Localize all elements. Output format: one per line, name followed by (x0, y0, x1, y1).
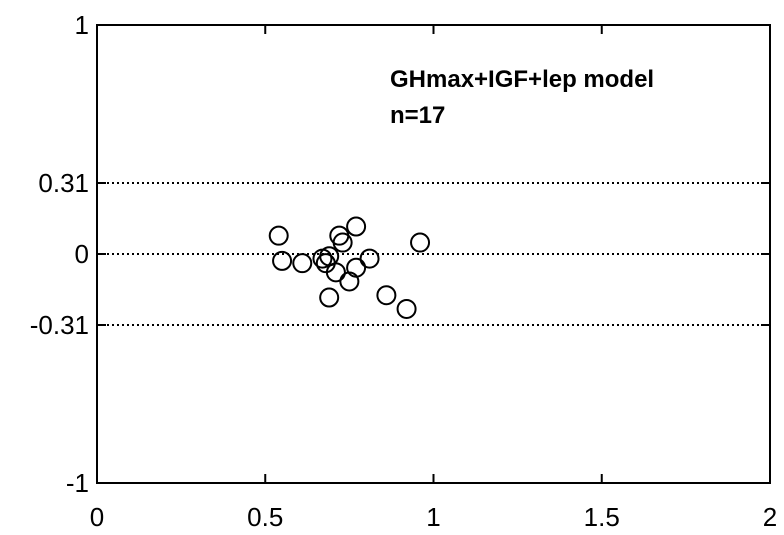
data-point-6 (319, 287, 340, 308)
model-annotation: GHmax+IGF+lep model (390, 66, 654, 93)
x-tick-label: 2 (763, 502, 777, 532)
reference-lines (97, 182, 770, 326)
data-point-1 (272, 250, 293, 271)
data-point-9 (332, 232, 353, 253)
data-point-2 (292, 253, 313, 274)
data-points (268, 216, 431, 319)
tick-marks (96, 24, 771, 484)
data-point-0 (268, 225, 289, 246)
x-tick-label: 1 (426, 502, 440, 532)
x-tick-label: 1.5 (584, 502, 620, 532)
data-point-12 (346, 216, 367, 237)
data-point-7 (325, 262, 346, 283)
sample-size-annotation: n=17 (390, 102, 445, 129)
data-point-10 (339, 271, 360, 292)
data-point-11 (346, 257, 367, 278)
y-tick-label: -0.31 (30, 310, 89, 340)
y-tick-label: 1 (75, 10, 89, 40)
x-tick-label: 0.5 (247, 502, 283, 532)
data-point-13 (359, 248, 380, 269)
y-tick-label: -1 (66, 468, 89, 498)
x-axis-tick-labels: 0 0.5 1 1.5 2 (90, 502, 777, 532)
y-tick-label: 0 (75, 239, 89, 269)
data-point-14 (376, 285, 397, 306)
data-point-15 (396, 298, 417, 319)
y-tick-label: 0.31 (38, 168, 89, 198)
data-point-16 (410, 232, 431, 253)
y-axis-tick-labels: -1 -0.31 0 0.31 1 (30, 10, 89, 498)
x-tick-label: 0 (90, 502, 104, 532)
